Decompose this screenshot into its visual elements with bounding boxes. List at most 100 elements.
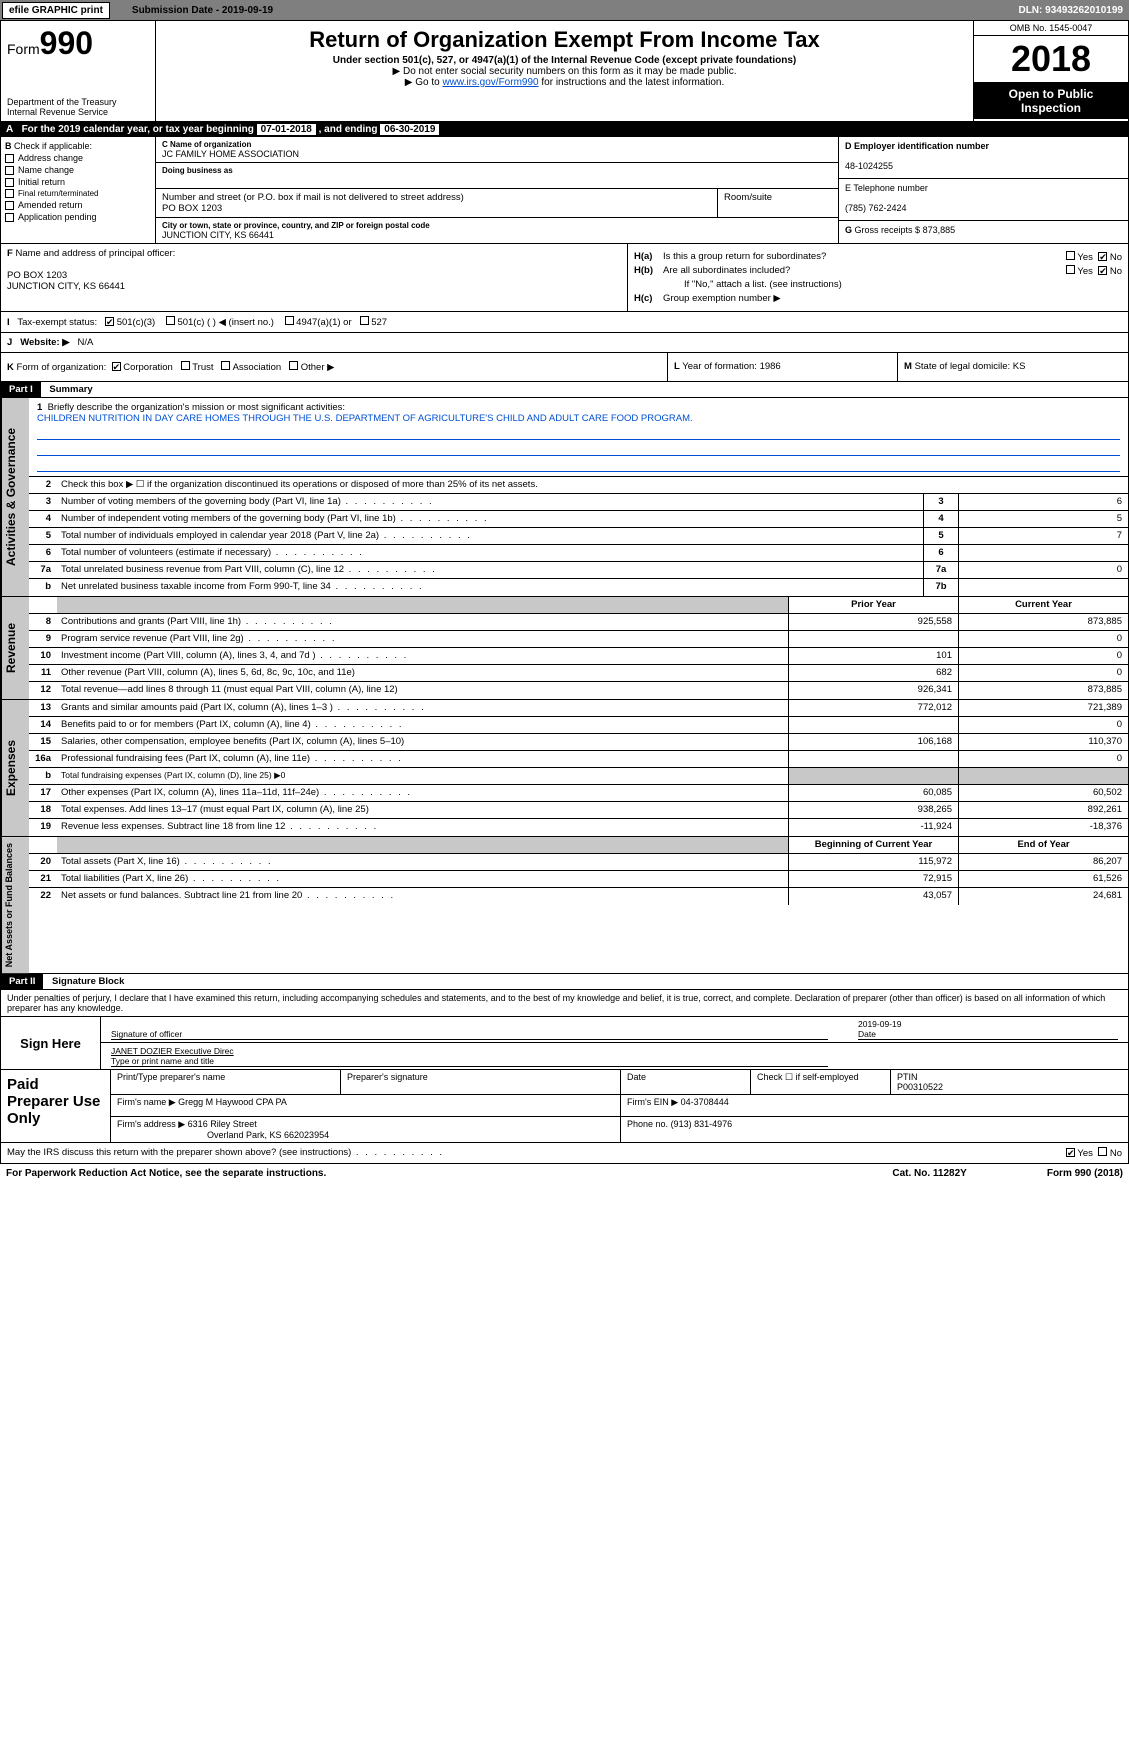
l19-num: 19	[29, 819, 57, 836]
signature-of-officer-field[interactable]: Signature of officer	[111, 1019, 828, 1040]
label-hc: H(c)	[634, 293, 652, 304]
application-pending-label: Application pending	[18, 212, 97, 222]
l10-num: 10	[29, 648, 57, 664]
activities-governance-block: Activities & Governance 1 Briefly descri…	[0, 398, 1129, 597]
527-checkbox[interactable]	[360, 316, 369, 325]
firm-ein-value: 04-3708444	[681, 1097, 729, 1107]
efile-graphic-print-button[interactable]: efile GRAPHIC print	[2, 2, 110, 19]
4947-checkbox[interactable]	[285, 316, 294, 325]
l9-num: 9	[29, 631, 57, 647]
tax-exempt-label: Tax-exempt status:	[17, 317, 97, 328]
row-f-h: F Name and address of principal officer:…	[0, 244, 1129, 312]
l6-box: 6	[923, 545, 958, 561]
gross-receipts-label: Gross receipts $	[855, 225, 921, 235]
l13-curr: 721,389	[958, 700, 1128, 716]
row-klm: K Form of organization: Corporation Trus…	[0, 353, 1129, 382]
l5-num: 5	[29, 528, 57, 544]
ha-no-checkbox[interactable]	[1098, 252, 1107, 261]
ha-yes-label: Yes	[1077, 252, 1093, 263]
discuss-yes-checkbox[interactable]	[1066, 1148, 1075, 1157]
l10-curr: 0	[958, 648, 1128, 664]
dln: DLN: 93493262010199	[1018, 5, 1123, 16]
net-assets-header-row: Beginning of Current YearEnd of Year	[29, 837, 1128, 854]
l18-prior: 938,265	[788, 802, 958, 818]
current-year-header: Current Year	[958, 597, 1128, 613]
line-11: 11Other revenue (Part VIII, column (A), …	[29, 665, 1128, 682]
l16a-desc: Professional fundraising fees (Part IX, …	[57, 751, 788, 767]
trust-checkbox[interactable]	[181, 361, 190, 370]
row-a-text1: For the 2019 calendar year, or tax year …	[22, 124, 257, 135]
label-ha: H(a)	[634, 251, 652, 262]
signature-date-value: 2019-09-19	[858, 1019, 901, 1029]
l22-end: 24,681	[958, 888, 1128, 905]
label-m: M	[904, 361, 912, 372]
city-label: City or town, state or province, country…	[162, 221, 832, 230]
l4-desc: Number of independent voting members of …	[57, 511, 923, 527]
l18-curr: 892,261	[958, 802, 1128, 818]
beginning-year-header: Beginning of Current Year	[788, 837, 958, 853]
hb-no-checkbox[interactable]	[1098, 266, 1107, 275]
website-value: N/A	[78, 337, 94, 348]
address-change-checkbox[interactable]	[5, 154, 14, 163]
l12-num: 12	[29, 682, 57, 699]
col-c: C Name of organization JC FAMILY HOME AS…	[156, 137, 838, 243]
mission-label: Briefly describe the organization's miss…	[48, 402, 346, 413]
dba-label: Doing business as	[162, 166, 832, 175]
l9-prior	[788, 631, 958, 647]
l8-curr: 873,885	[958, 614, 1128, 630]
paid-preparer-label: Paid Preparer Use Only	[1, 1070, 111, 1142]
side-label-net-assets: Net Assets or Fund Balances	[1, 837, 29, 973]
other-checkbox[interactable]	[289, 361, 298, 370]
l11-num: 11	[29, 665, 57, 681]
l7a-box: 7a	[923, 562, 958, 578]
header-left: Form990 Department of the Treasury Inter…	[1, 21, 156, 121]
l11-desc: Other revenue (Part VIII, column (A), li…	[57, 665, 788, 681]
line-4: 4Number of independent voting members of…	[29, 511, 1128, 528]
subtitle-1: Under section 501(c), 527, or 4947(a)(1)…	[160, 55, 969, 66]
ptin-label: PTIN	[897, 1072, 918, 1082]
row-j: J Website: ▶ N/A	[0, 332, 1129, 353]
label-a: A	[6, 124, 13, 135]
final-return-checkbox[interactable]	[5, 189, 14, 198]
ha-yes-checkbox[interactable]	[1066, 251, 1075, 260]
line-9: 9Program service revenue (Part VIII, lin…	[29, 631, 1128, 648]
sig-officer-label: Signature of officer	[111, 1029, 182, 1039]
amended-return-checkbox[interactable]	[5, 201, 14, 210]
l21-end: 61,526	[958, 871, 1128, 887]
l11-prior: 682	[788, 665, 958, 681]
l12-curr: 873,885	[958, 682, 1128, 699]
telephone-value: (785) 762-2424	[845, 203, 907, 213]
discuss-no-checkbox[interactable]	[1098, 1147, 1107, 1156]
l3-num: 3	[29, 494, 57, 510]
subtitle-2: ▶ Do not enter social security numbers o…	[160, 66, 969, 77]
l7b-val	[958, 579, 1128, 596]
initial-return-checkbox[interactable]	[5, 178, 14, 187]
l9-desc: Program service revenue (Part VIII, line…	[57, 631, 788, 647]
hb-yes-checkbox[interactable]	[1066, 265, 1075, 274]
side-label-expenses: Expenses	[1, 700, 29, 836]
l5-box: 5	[923, 528, 958, 544]
side-label-revenue: Revenue	[1, 597, 29, 699]
501c-checkbox[interactable]	[166, 316, 175, 325]
association-checkbox[interactable]	[221, 361, 230, 370]
line-2: 2Check this box ▶ ☐ if the organization …	[29, 477, 1128, 494]
preparer-date-label: Date	[627, 1072, 646, 1082]
501c3-checkbox[interactable]	[105, 317, 114, 326]
l21-desc: Total liabilities (Part X, line 26)	[57, 871, 788, 887]
line-18: 18Total expenses. Add lines 13–17 (must …	[29, 802, 1128, 819]
line-17: 17Other expenses (Part IX, column (A), l…	[29, 785, 1128, 802]
page-footer: For Paperwork Reduction Act Notice, see …	[0, 1164, 1129, 1183]
firm-name-label: Firm's name ▶	[117, 1097, 176, 1107]
trust-label: Trust	[192, 362, 213, 373]
officer-addr2: JUNCTION CITY, KS 66441	[7, 281, 125, 292]
application-pending-checkbox[interactable]	[5, 213, 14, 222]
name-change-checkbox[interactable]	[5, 166, 14, 175]
org-name-label: C Name of organization	[162, 140, 832, 149]
corporation-checkbox[interactable]	[112, 362, 121, 371]
l21-num: 21	[29, 871, 57, 887]
website-label: Website: ▶	[20, 337, 69, 348]
row-a-calendar-year: A For the 2019 calendar year, or tax yea…	[0, 122, 1129, 137]
l17-desc: Other expenses (Part IX, column (A), lin…	[57, 785, 788, 801]
l6-val	[958, 545, 1128, 561]
irs-link[interactable]: www.irs.gov/Form990	[442, 77, 538, 88]
